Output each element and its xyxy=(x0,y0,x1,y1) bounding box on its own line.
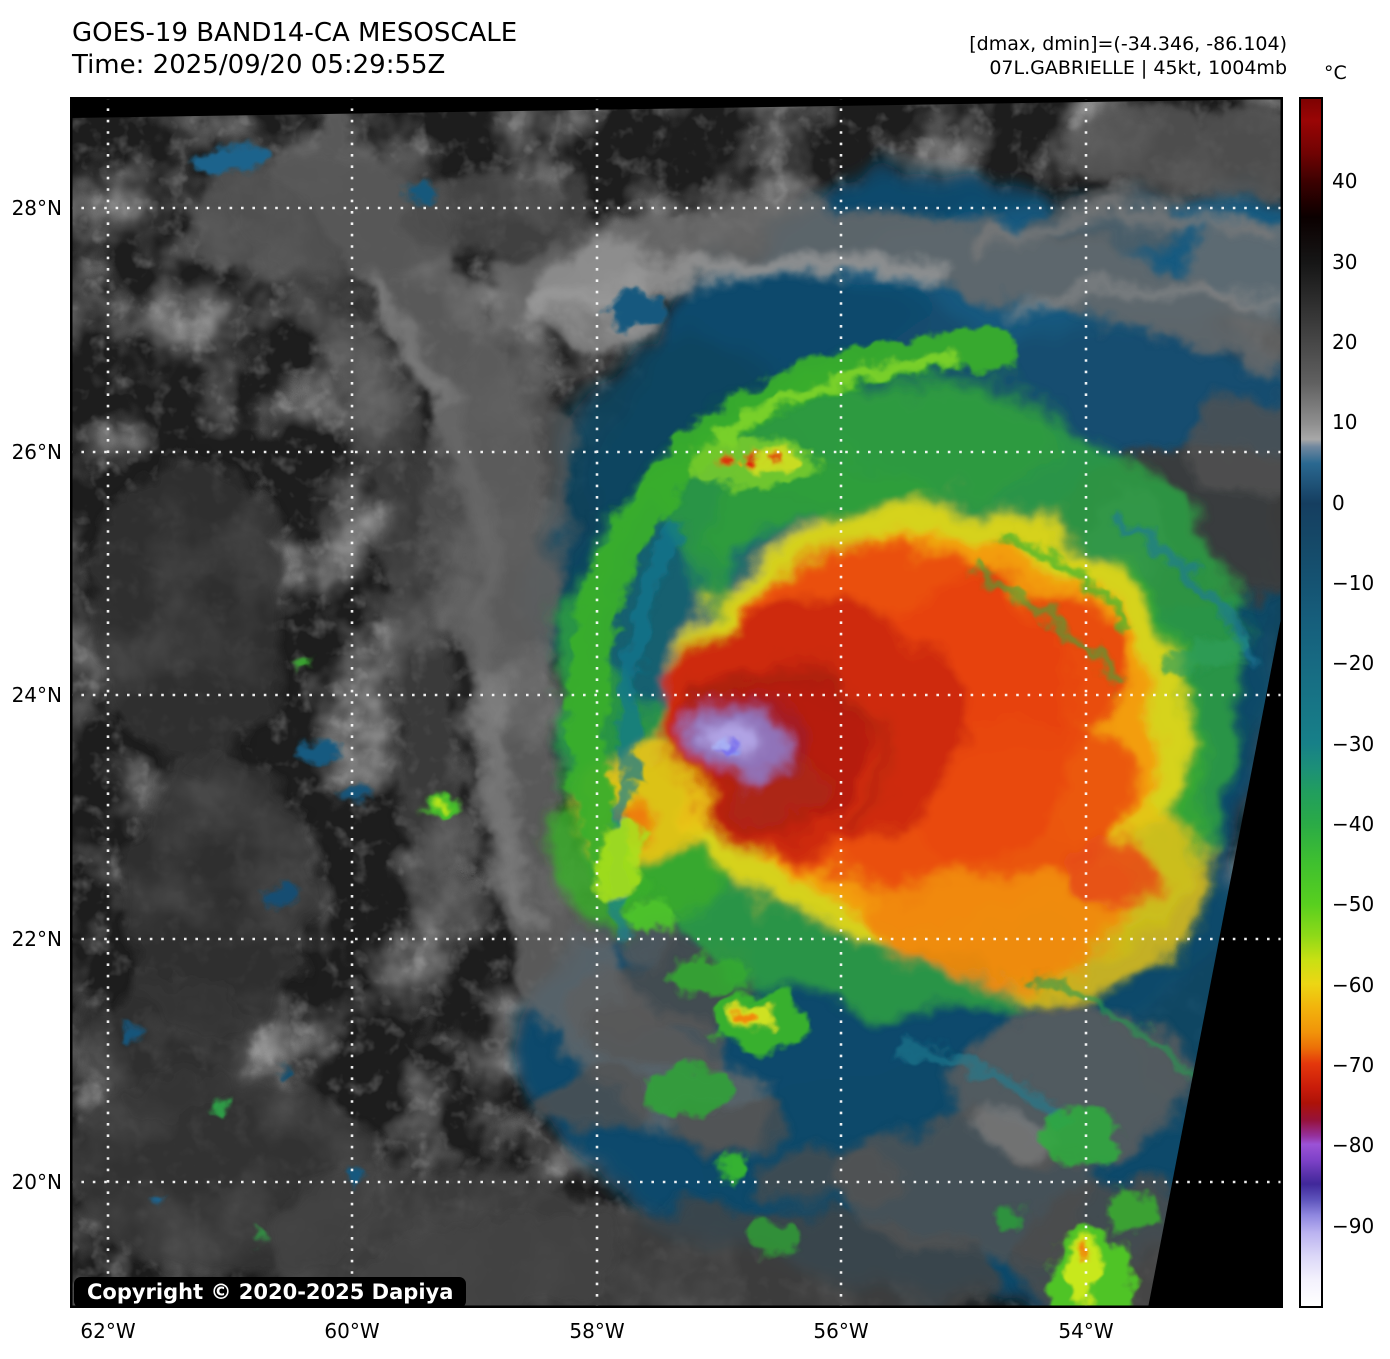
lon-tick-label: 60°W xyxy=(324,1319,380,1343)
lat-tick-label: 26°N xyxy=(11,440,62,464)
colorbar-tick-labels: 40 30 20 10 0 −10 −20 −30 −40 −50 −60 −7… xyxy=(1332,97,1390,1308)
plot-border xyxy=(70,97,1283,1308)
plot-title: GOES-19 BAND14-CA MESOSCALE xyxy=(72,18,518,48)
copyright-badge: Copyright © 2020-2025 Dapiya xyxy=(74,1277,467,1308)
colorbar-tick-label: 30 xyxy=(1332,250,1358,274)
lat-tick-label: 22°N xyxy=(11,927,62,951)
dmax-dmin-readout: [dmax, dmin]=(-34.346, -86.104) xyxy=(969,33,1287,55)
lat-tick-label: 20°N xyxy=(11,1170,62,1194)
colorbar-gradient xyxy=(1301,99,1321,1306)
colorbar-tick-label: −80 xyxy=(1332,1133,1375,1157)
colorbar-unit-label: °C xyxy=(1324,62,1347,84)
lon-tick-label: 62°W xyxy=(80,1319,136,1343)
colorbar-tick-label: −30 xyxy=(1332,732,1375,756)
colorbar-tick-label: 10 xyxy=(1332,410,1358,434)
colorbar-tick-label: −40 xyxy=(1332,812,1375,836)
lat-tick-label: 24°N xyxy=(11,683,62,707)
scan-edge-wedge-top xyxy=(70,97,1283,118)
colorbar-tick-label: −60 xyxy=(1332,973,1375,997)
colorbar-tick-label: −70 xyxy=(1332,1053,1375,1077)
spiral-band-and-cells xyxy=(122,142,1260,1308)
satellite-image xyxy=(70,97,1283,1308)
storm-cold-cloud-shield xyxy=(546,369,1250,1012)
plot-timestamp: Time: 2025/09/20 05:29:55Z xyxy=(72,50,446,80)
colorbar-tick-label: −10 xyxy=(1332,571,1375,595)
lon-tick-label: 58°W xyxy=(569,1319,625,1343)
colorbar-tick-label: 40 xyxy=(1332,169,1358,193)
graticule-gridlines xyxy=(70,97,1283,1308)
colorbar-tick-label: 20 xyxy=(1332,330,1358,354)
lon-tick-label: 54°W xyxy=(1058,1319,1114,1343)
colorbar-tick-label: −90 xyxy=(1332,1214,1375,1238)
colorbar-tick-label: −50 xyxy=(1332,892,1375,916)
colorbar-tick-label: −20 xyxy=(1332,651,1375,675)
colorbar xyxy=(1299,97,1323,1308)
colorbar-tick-label: 0 xyxy=(1332,491,1345,515)
lon-tick-label: 56°W xyxy=(813,1319,869,1343)
lat-tick-label: 28°N xyxy=(11,196,62,220)
storm-info-readout: 07L.GABRIELLE | 45kt, 1004mb xyxy=(989,57,1287,79)
scan-edge-wedge-right xyxy=(1148,608,1283,1308)
